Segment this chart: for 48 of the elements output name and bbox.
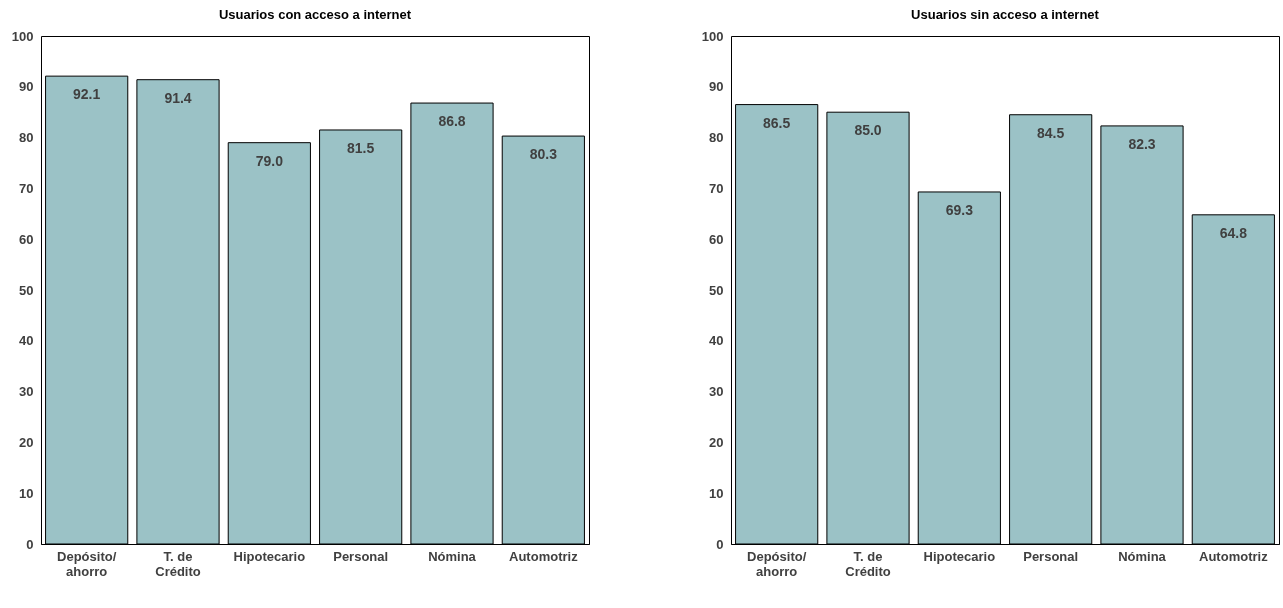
x-tick-label: Hipotecario <box>233 548 306 564</box>
y-tick-label: 30 <box>709 384 724 400</box>
x-tick-label: Nómina <box>1118 548 1167 564</box>
x-tick-label: Depósito/ ahorro <box>747 548 807 579</box>
y-tick-label: 60 <box>709 231 724 247</box>
x-tick-label: Depósito/ ahorro <box>57 548 117 579</box>
x-tick-label: Automotriz <box>509 548 579 564</box>
y-tick-label: 10 <box>19 485 34 501</box>
data-label: 84.5 <box>1037 124 1065 141</box>
y-tick-label: 0 <box>26 536 34 552</box>
data-label: 92.1 <box>73 86 101 103</box>
y-tick-label: 70 <box>709 180 724 196</box>
y-tick-label: 40 <box>709 333 724 349</box>
data-label: 91.4 <box>164 89 192 106</box>
y-tick-label: 60 <box>19 231 34 247</box>
x-tick-label: Hipotecario <box>923 548 996 564</box>
y-tick-label: 100 <box>701 28 724 44</box>
data-label: 69.3 <box>945 201 974 218</box>
data-label: 86.8 <box>438 113 466 130</box>
chart-title: Usuarios sin acceso a internet <box>911 7 1100 22</box>
x-tick-label: T. de Crédito <box>845 548 891 579</box>
y-tick-label: 10 <box>709 485 724 501</box>
y-tick-label: 100 <box>11 28 34 44</box>
data-label: 86.5 <box>763 114 791 131</box>
y-tick-label: 0 <box>716 536 724 552</box>
data-label: 80.3 <box>529 146 558 163</box>
x-tick-label: Nómina <box>428 548 477 564</box>
chart-title: Usuarios con acceso a internet <box>218 7 412 22</box>
y-tick-label: 40 <box>19 333 34 349</box>
data-label: 64.8 <box>1219 224 1248 241</box>
data-label: 85.0 <box>854 122 882 139</box>
data-label: 81.5 <box>347 139 375 156</box>
y-tick-label: 90 <box>709 79 724 95</box>
y-tick-label: 90 <box>19 79 34 95</box>
x-tick-label: Personal <box>1023 548 1079 564</box>
y-tick-label: 50 <box>709 282 724 298</box>
y-tick-label: 70 <box>19 180 34 196</box>
y-tick-label: 80 <box>709 130 724 146</box>
x-tick-label: T. de Crédito <box>155 548 201 579</box>
x-tick-label: Personal <box>333 548 389 564</box>
x-tick-label: Automotriz <box>1199 548 1269 564</box>
y-tick-label: 20 <box>19 434 34 450</box>
data-label: 82.3 <box>1128 135 1156 152</box>
y-tick-label: 80 <box>19 130 34 146</box>
y-tick-label: 30 <box>19 384 34 400</box>
y-tick-label: 50 <box>19 282 34 298</box>
y-tick-label: 20 <box>709 434 724 450</box>
data-label: 79.0 <box>255 152 284 169</box>
